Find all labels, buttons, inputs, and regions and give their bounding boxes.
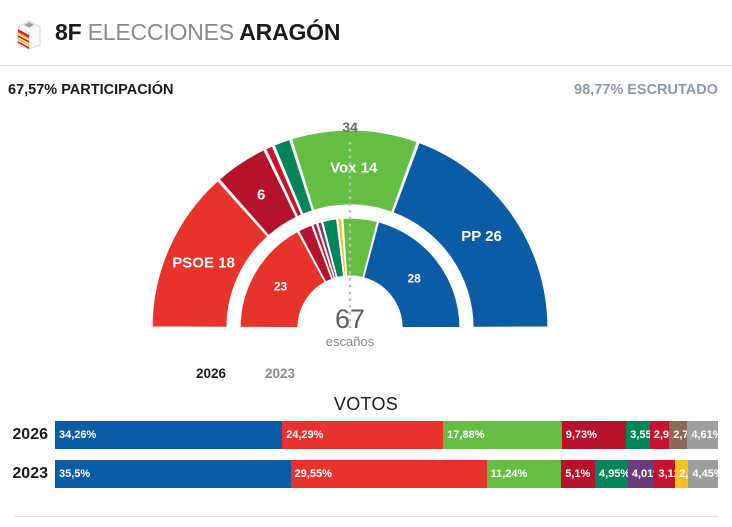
hemicycle-segment[interactable] (151, 179, 269, 328)
hemicycle-segment[interactable] (218, 148, 298, 237)
votes-bar-track: 34,26% 24,29% 17,88% 9,73% 3,55%2,94%2,74%4,… (55, 421, 718, 449)
votes-bar-segment-value: 9,73% (565, 429, 597, 441)
scrutiny-stat: 98,77% ESCRUTADO (574, 82, 718, 98)
votes-bar-segment-value: 4,61% (691, 429, 718, 441)
hemicycle-segment-label: 28 (407, 272, 421, 286)
votes-bar-segment-value: 2,0% (679, 468, 689, 480)
hemicycle-chart: 34 PSOE 18 6 Vox 14 PP 26 23 28 67 escaños 2… (0, 114, 732, 392)
hemicycle-segment-label: PP 26 (461, 228, 502, 245)
votes-bar-row: 2023 35,5% 29,55% 11,24% 5,1% 4,95%4,01%3,12%… (6, 460, 718, 488)
votes-bar-segment[interactable]: 35,5% (55, 460, 291, 488)
votes-bar-segment-value: 34,26% (59, 429, 97, 441)
hemicycle-segment-label: Vox 14 (330, 160, 378, 177)
votes-bar-segment[interactable]: 2,0% (675, 460, 689, 488)
votes-bar-segment-value: 5,1% (565, 468, 591, 480)
votes-bar-year-label: 2026 (12, 426, 48, 443)
votes-bar-segment-value: 4,95% (599, 468, 628, 480)
votes-bar-track: 35,5% 29,55% 11,24% 5,1% 4,95%4,01%3,12% 2,0%… (55, 460, 718, 488)
votes-bar-segment-value: 3,55% (630, 429, 650, 441)
majority-threshold-label: 34 (342, 119, 358, 135)
title-middle: ELECCIONES (87, 19, 234, 45)
votes-bar-segment[interactable]: 3,12% (654, 460, 676, 488)
votes-bar-segment[interactable]: 34,26% (55, 421, 283, 449)
votes-bar-segment-value: 24,29% (286, 429, 324, 441)
votes-bar-segment[interactable]: 4,45% (688, 460, 718, 488)
hemicycle-segment-label: 23 (274, 279, 288, 293)
footer-divider (14, 516, 718, 517)
hemicycle-segment-label: 6 (257, 186, 265, 203)
hemicycle-segment[interactable] (273, 138, 314, 216)
subheader-row: 67,57% PARTICIPACIÓN 98,77% ESCRUTADO (0, 66, 732, 114)
votes-bar-segment[interactable]: 4,01% (627, 460, 655, 488)
votes-bar-segment-value: 35,5% (59, 468, 91, 480)
votes-bar-segment-value: 3,12% (658, 468, 675, 480)
votes-bar-segment-value: 2,74% (673, 429, 688, 441)
page-header: 8F ELECCIONES ARAGÓN (0, 0, 732, 66)
page-title: 8F ELECCIONES ARAGÓN (55, 19, 340, 46)
hemicycle-segment[interactable] (290, 129, 419, 214)
arc-group-2023: 23 28 (239, 217, 461, 329)
votes-section-title: VOTOS (333, 394, 399, 414)
hemicycle-svg: PSOE 18 6 Vox 14 PP 26 23 28 (151, 129, 549, 329)
hemicycle-segment[interactable] (239, 230, 327, 329)
votes-bar-segment-value: 11,24% (490, 468, 528, 480)
votes-bar-segment[interactable]: 17,88% (443, 421, 562, 449)
ballot-box-icon (17, 20, 41, 50)
title-region: ARAGÓN (239, 19, 341, 45)
votes-bar-segment-value: 4,45% (692, 468, 718, 480)
votes-bar-segment[interactable]: 5,1% (561, 460, 596, 488)
hemicycle-segment[interactable] (392, 141, 549, 328)
hemicycle-year-2023: 2023 (265, 366, 296, 381)
hemicycle-year-2026: 2026 (196, 366, 227, 381)
votes-bar-segment-value: 29,55% (294, 468, 332, 480)
votes-bar-segment[interactable]: 11,24% (486, 460, 562, 488)
hemicycle-segment[interactable] (342, 217, 379, 279)
votes-bar-segment[interactable]: 24,29% (282, 421, 444, 449)
votes-bar-segment[interactable]: 3,55% (626, 421, 650, 449)
votes-bar-segment[interactable]: 2,94% (649, 421, 670, 449)
hemicycle-segment-label: PSOE 18 (172, 254, 235, 271)
votes-bar-segment-value: 2,94% (653, 429, 670, 441)
votes-bar-segment[interactable]: 29,55% (290, 460, 487, 488)
votes-bar-segment-value: 17,88% (447, 429, 485, 441)
votes-bar-year-label: 2023 (12, 465, 48, 482)
votes-bar-segment[interactable]: 4,95% (595, 460, 628, 488)
votes-bar-segment[interactable]: 4,61% (687, 421, 718, 449)
votes-bar-segment[interactable]: 9,73% (561, 421, 627, 449)
hemicycle-segment[interactable] (362, 221, 461, 329)
hemicycle-segment[interactable] (264, 145, 303, 218)
participation-stat: 67,57% PARTICIPACIÓN (8, 82, 174, 98)
votes-bar-segment-value: 4,01% (631, 468, 655, 480)
arc-group-2026: PSOE 18 6 Vox 14 PP 26 (151, 129, 549, 328)
votes-bars-area: 2026 34,26% 24,29% 17,88% 9,73% 3,55%2,94%2,7… (0, 415, 732, 488)
votes-bar-row: 2026 34,26% 24,29% 17,88% 9,73% 3,55%2,94%2,7… (6, 421, 718, 449)
votes-bar-segment[interactable]: 2,74% (669, 421, 688, 449)
title-date: 8F (55, 19, 82, 45)
